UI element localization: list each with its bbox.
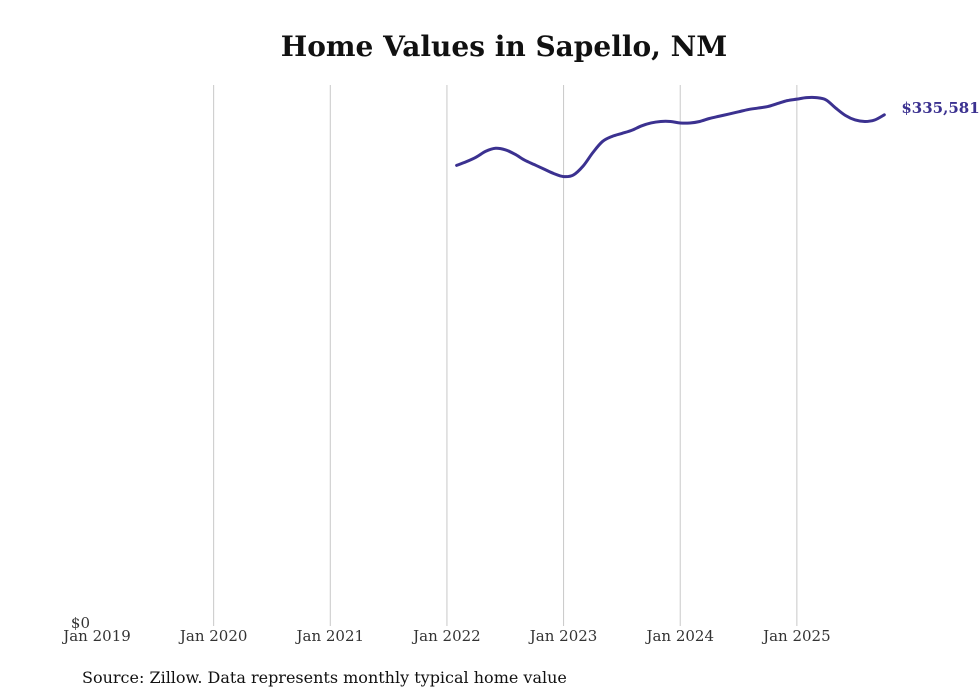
x-tick-label: Jan 2024 bbox=[644, 627, 714, 645]
x-tick-label: Jan 2021 bbox=[295, 627, 365, 645]
x-tick-label: Jan 2022 bbox=[411, 627, 481, 645]
series-line bbox=[455, 95, 886, 179]
axis-tick-labels: Jan 2019 Jan 2020 Jan 2021 Jan 2022 Jan 2023… bbox=[61, 614, 830, 645]
x-tick-label: Jan 2019 bbox=[61, 627, 131, 645]
x-tick-label: Jan 2025 bbox=[761, 627, 831, 645]
end-value-label: $335,581 bbox=[901, 99, 979, 117]
y-tick-label: $0 bbox=[71, 614, 90, 632]
x-tick-label: Jan 2020 bbox=[178, 627, 248, 645]
chart-source-note: Source: Zillow. Data represents monthly … bbox=[82, 668, 567, 687]
chart-title: Home Values in Sapello, NM bbox=[280, 30, 728, 63]
series-layer bbox=[455, 95, 886, 179]
gridlines bbox=[213, 85, 798, 626]
x-tick-label: Jan 2023 bbox=[528, 627, 598, 645]
